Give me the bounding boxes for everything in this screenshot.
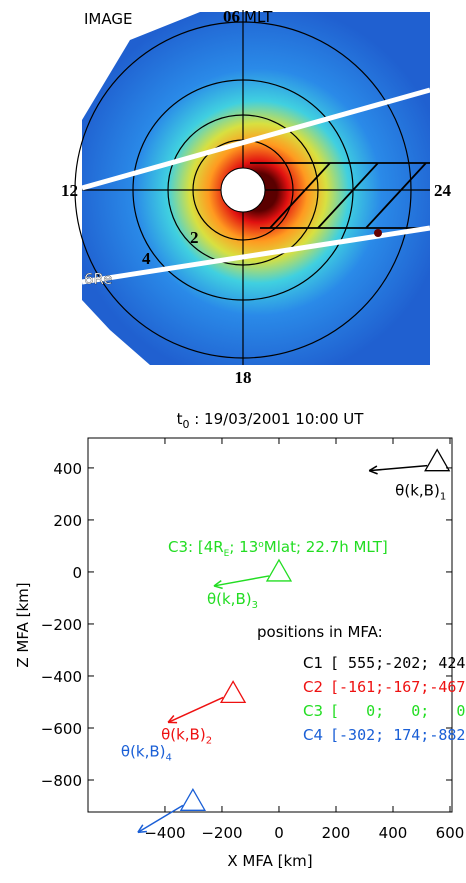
angle-label-sub: 1 (440, 492, 446, 503)
legend-position: [ 0; 0; 0] (330, 702, 466, 720)
x-tick-label: 0 (274, 824, 284, 842)
y-axis-label: Z MFA [km] (14, 582, 32, 667)
angle-label-text: θ(k,B) (161, 725, 206, 743)
angle-label-text: θ(k,B) (207, 590, 252, 608)
c3-note: C3: [4RE; 13oMlat; 22.7h MLT] (168, 538, 388, 559)
x-tick-label: −400 (144, 824, 185, 842)
mlt-label: 18 (235, 368, 252, 387)
plot-frame (87, 437, 453, 813)
x-axis-label: X MFA [km] (227, 852, 312, 870)
y-tick-label: 0 (72, 564, 82, 582)
legend-position: [-302; 174;-882] (330, 726, 466, 744)
title-part: t (177, 410, 183, 428)
angle-label: θ(k,B)4 (121, 742, 172, 763)
triangle-marker (424, 448, 451, 472)
y-tick-label: −400 (41, 668, 82, 686)
legend-name: C3 (303, 702, 323, 720)
k-arrow (167, 696, 224, 724)
y-tick-label: −800 (41, 772, 82, 790)
ring-label: 2 (190, 228, 199, 247)
k-arrowhead (213, 580, 223, 590)
angle-label: θ(k,B)2 (161, 725, 212, 746)
k-arrow (213, 575, 270, 587)
angle-label-sub: 3 (252, 600, 258, 611)
mlt-unit: MLT (244, 8, 273, 26)
k-arrowhead (137, 824, 147, 834)
k-arrow (137, 804, 184, 833)
y-tick-label: 400 (53, 460, 82, 478)
legend-position: [-161;-167;-467] (330, 678, 466, 696)
title-part: 0 (182, 418, 189, 431)
x-tick-label: −200 (201, 824, 242, 842)
ring-label: 6Re (84, 270, 113, 288)
mlt-label: 12 (61, 181, 78, 200)
angle-label: θ(k,B)1 (395, 482, 446, 503)
y-tick-label: 200 (53, 512, 82, 530)
legend-position: [ 555;-202; 424] (330, 654, 466, 672)
triangle-marker (219, 680, 247, 704)
positions-title: positions in MFA: (257, 623, 383, 641)
mlt-label: 24 (434, 181, 452, 200)
triangle-marker (179, 788, 207, 811)
angle-label-text: θ(k,B) (121, 742, 166, 760)
triangle-marker (265, 558, 293, 582)
angle-label-sub: 4 (166, 752, 172, 763)
title-part: : 19/03/2001 10:00 UT (189, 410, 364, 428)
note-part: E (224, 549, 230, 559)
legend-name: C1 (303, 654, 323, 672)
angle-label: θ(k,B)3 (207, 590, 258, 611)
x-tick-label: 200 (322, 824, 351, 842)
note-part: C3: [4R (168, 538, 224, 556)
note-part: ; 13 (229, 538, 258, 556)
chart-title: t0 : 19/03/2001 10:00 UT (177, 410, 365, 431)
image-label: IMAGE (84, 10, 132, 28)
k-arrowhead (368, 465, 378, 475)
y-tick-label: −200 (41, 616, 82, 634)
angle-label-sub: 2 (206, 735, 212, 746)
ring-label: 4 (142, 249, 151, 268)
angle-label-text: θ(k,B) (395, 482, 440, 500)
legend-name: C4 (303, 726, 323, 744)
mlt-label: 06 (223, 7, 240, 26)
x-tick-label: 600 (436, 824, 465, 842)
plasmasphere-image: IMAGE 06 MLT 12 24 18 2 4 6Re (61, 7, 452, 387)
k-arrow (369, 464, 428, 472)
y-tick-label: −600 (41, 720, 82, 738)
note-part: Mlat; 22.7h MLT] (264, 538, 388, 556)
k-arrowhead (167, 715, 178, 724)
note-part: o (258, 540, 264, 550)
x-tick-label: 400 (379, 824, 408, 842)
legend-name: C2 (303, 678, 323, 696)
